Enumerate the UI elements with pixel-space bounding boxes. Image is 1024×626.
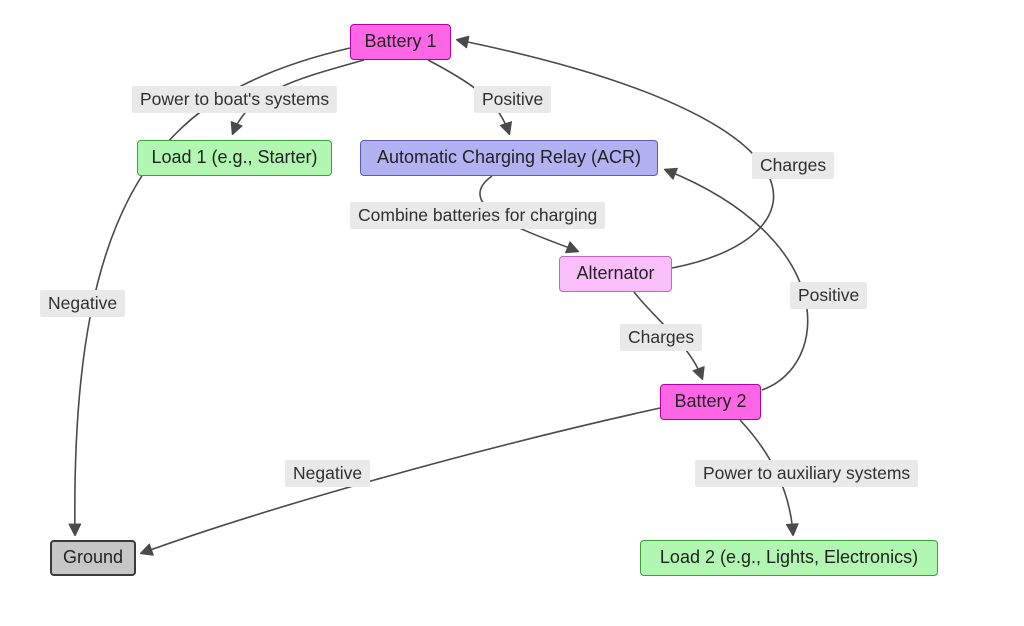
node-ground: Ground: [50, 540, 136, 576]
node-label: Battery 1: [364, 30, 436, 53]
node-label: Battery 2: [674, 390, 746, 413]
edge-label-b1-load1: Power to boat's systems: [132, 86, 337, 113]
edge-label-b2-load2: Power to auxiliary systems: [695, 460, 918, 487]
edge-label-text: Positive: [482, 89, 543, 109]
edge-label-b1-acr: Positive: [474, 86, 551, 113]
edge-label-acr-alt: Combine batteries for charging: [350, 202, 605, 229]
node-alternator: Alternator: [559, 256, 672, 292]
edge-b2-acr: [666, 170, 808, 390]
edge-label-b2-acr: Positive: [790, 282, 867, 309]
edge-label-text: Charges: [628, 327, 694, 347]
node-battery1: Battery 1: [350, 24, 451, 60]
node-label: Load 2 (e.g., Lights, Electronics): [660, 546, 918, 569]
node-label: Automatic Charging Relay (ACR): [377, 146, 641, 169]
node-battery2: Battery 2: [660, 384, 761, 420]
node-load2: Load 2 (e.g., Lights, Electronics): [640, 540, 938, 576]
edge-label-b2-ground: Negative: [285, 460, 370, 487]
node-label: Alternator: [576, 262, 654, 285]
node-label: Ground: [63, 546, 123, 569]
edge-label-text: Negative: [48, 293, 117, 313]
node-label: Load 1 (e.g., Starter): [151, 146, 317, 169]
diagram-stage: Battery 1 Load 1 (e.g., Starter) Automat…: [0, 0, 1024, 626]
edge-label-alt-b1: Charges: [752, 152, 834, 179]
edge-label-text: Positive: [798, 285, 859, 305]
edge-label-text: Power to boat's systems: [140, 89, 329, 109]
edge-label-text: Combine batteries for charging: [358, 205, 597, 225]
edge-label-text: Charges: [760, 155, 826, 175]
edge-label-alt-b2: Charges: [620, 324, 702, 351]
edge-label-text: Power to auxiliary systems: [703, 463, 910, 483]
edge-label-text: Negative: [293, 463, 362, 483]
edge-label-b1-ground: Negative: [40, 290, 125, 317]
edge-b2-ground: [142, 408, 660, 553]
node-load1: Load 1 (e.g., Starter): [137, 140, 332, 176]
node-acr: Automatic Charging Relay (ACR): [360, 140, 658, 176]
